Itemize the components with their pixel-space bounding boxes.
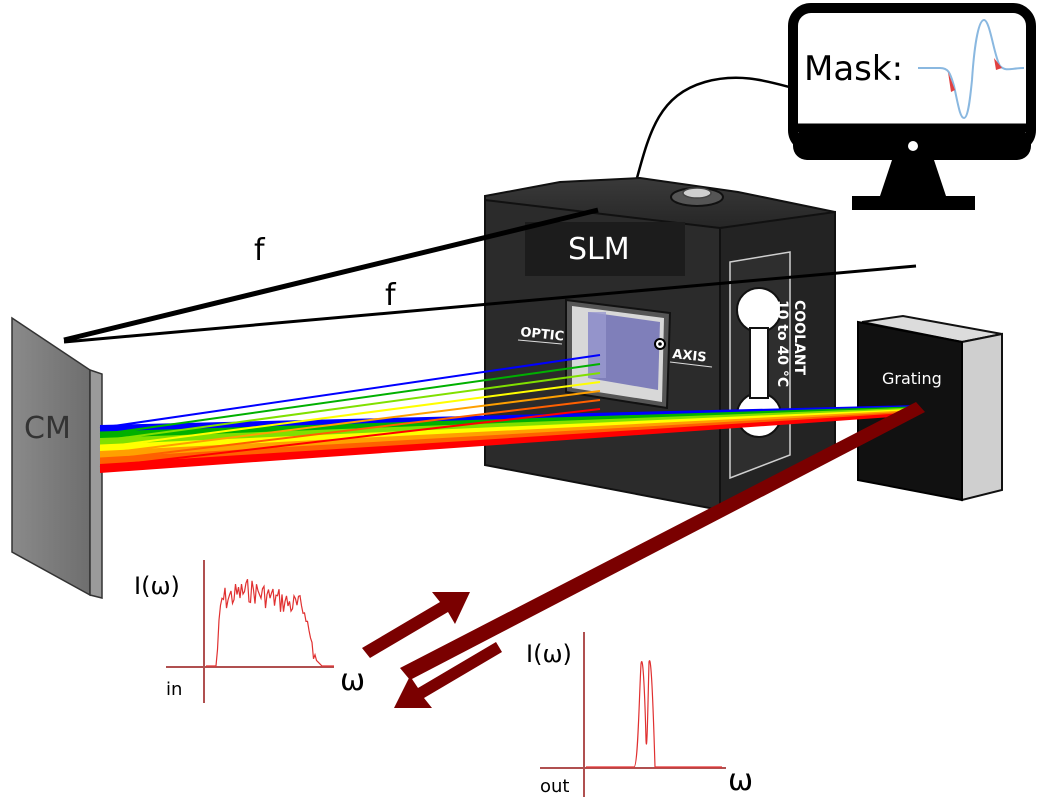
mask-highlight-right (994, 58, 1002, 70)
cm-edge (89, 368, 103, 599)
monitor: Mask: (788, 3, 1036, 210)
slm-rays (99, 354, 601, 468)
slm-ray (99, 372, 601, 442)
arrow-in (362, 592, 470, 658)
f-label-lower: f (385, 278, 397, 313)
mask-label: Mask: (804, 49, 903, 89)
input-tag: in (166, 679, 182, 700)
output-spectrum-trace (586, 660, 722, 768)
slm-device: SLM OPTIC AXIS COOLANT 10 to 40 °C (484, 176, 836, 512)
slm-ray (99, 354, 601, 429)
grating-label: Grating (882, 369, 942, 388)
focal-line-lower (63, 264, 917, 344)
arrow-out (394, 642, 502, 708)
grating-side (961, 332, 1003, 502)
focal-lines: f f (63, 207, 917, 344)
slm-ray (99, 363, 601, 436)
beam-to-grating (400, 402, 925, 680)
focal-line-upper (63, 207, 599, 343)
cm-label: CM (24, 411, 71, 446)
output-spectrum-plot: I(ω) ω out (526, 632, 753, 798)
mask-highlight-left (948, 72, 955, 92)
axis-label: AXIS (672, 347, 708, 366)
optic-label: OPTIC (520, 325, 565, 344)
spectrum-band (100, 412, 918, 473)
f-label-upper: f (254, 233, 266, 268)
output-xlabel: ω (728, 763, 753, 798)
input-spectrum-plot: I(ω) ω in (134, 560, 365, 703)
coolant-range: 10 to 40 °C (774, 300, 790, 387)
input-ylabel: I(ω) (134, 572, 180, 600)
main-beam (362, 402, 925, 708)
input-spectrum-trace (206, 578, 334, 667)
output-tag: out (540, 776, 569, 797)
input-xlabel: ω (340, 663, 365, 698)
cable (635, 76, 794, 179)
curved-mirror: CM (11, 316, 103, 599)
slm-ray (99, 408, 601, 468)
monitor-stand (852, 160, 975, 210)
slm-ray (99, 399, 601, 462)
slm-ray (99, 390, 601, 455)
slm-label: SLM (568, 232, 630, 267)
slm-ray (99, 381, 601, 449)
slm-label-panel (525, 222, 685, 276)
output-ylabel: I(ω) (526, 640, 572, 668)
cm-face (11, 316, 91, 597)
coolant-label: COOLANT (791, 300, 807, 376)
